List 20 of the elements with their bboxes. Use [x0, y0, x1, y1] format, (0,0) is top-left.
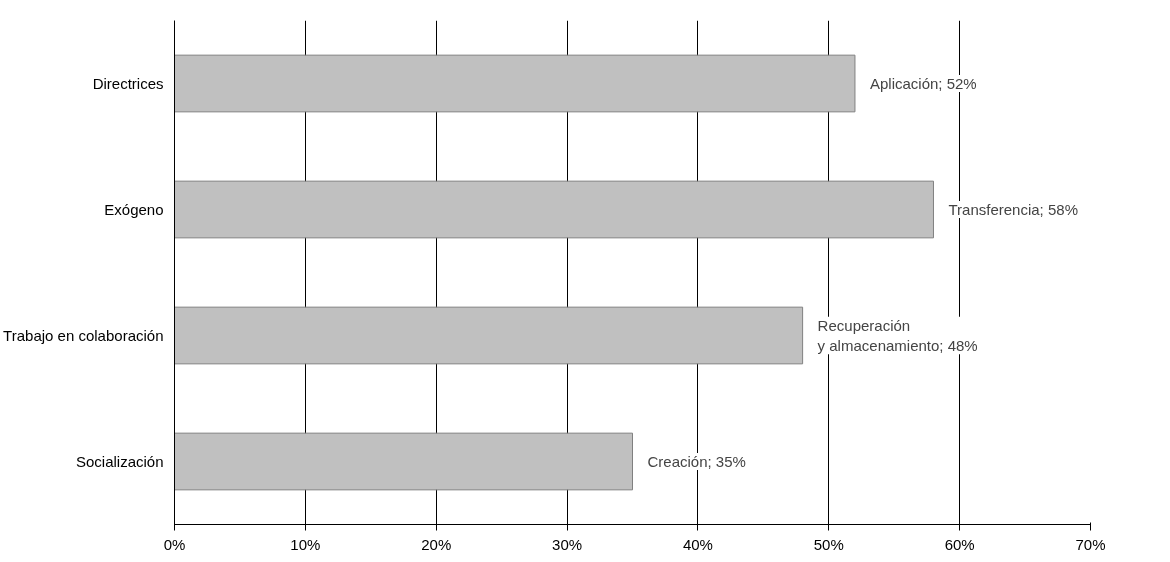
x-tick-label: 70%	[1075, 535, 1106, 553]
bar	[174, 180, 934, 239]
x-tick-label: 30%	[552, 535, 583, 553]
bar	[174, 432, 633, 491]
x-tick-label: 50%	[813, 535, 844, 553]
x-tick-label: 20%	[421, 535, 452, 553]
y-tick-label: Exógeno	[104, 201, 164, 218]
data-label: Transferencia; 58%	[948, 201, 1078, 218]
x-tick-label: 40%	[682, 535, 713, 553]
y-tick-label: Directrices	[92, 75, 164, 92]
y-tick-label: Trabajo en colaboración	[3, 327, 164, 344]
x-tick-label: 60%	[944, 535, 975, 553]
x-tick-label: 0%	[163, 535, 186, 553]
data-label: Recuperación y almacenamiento; 48%	[817, 316, 978, 355]
y-tick-label: Socialización	[75, 453, 164, 470]
bar	[174, 306, 804, 365]
data-label: Creación; 35%	[647, 453, 746, 470]
data-label: Aplicación; 52%	[869, 75, 977, 92]
bar	[174, 54, 856, 113]
x-tick-label: 10%	[290, 535, 321, 553]
